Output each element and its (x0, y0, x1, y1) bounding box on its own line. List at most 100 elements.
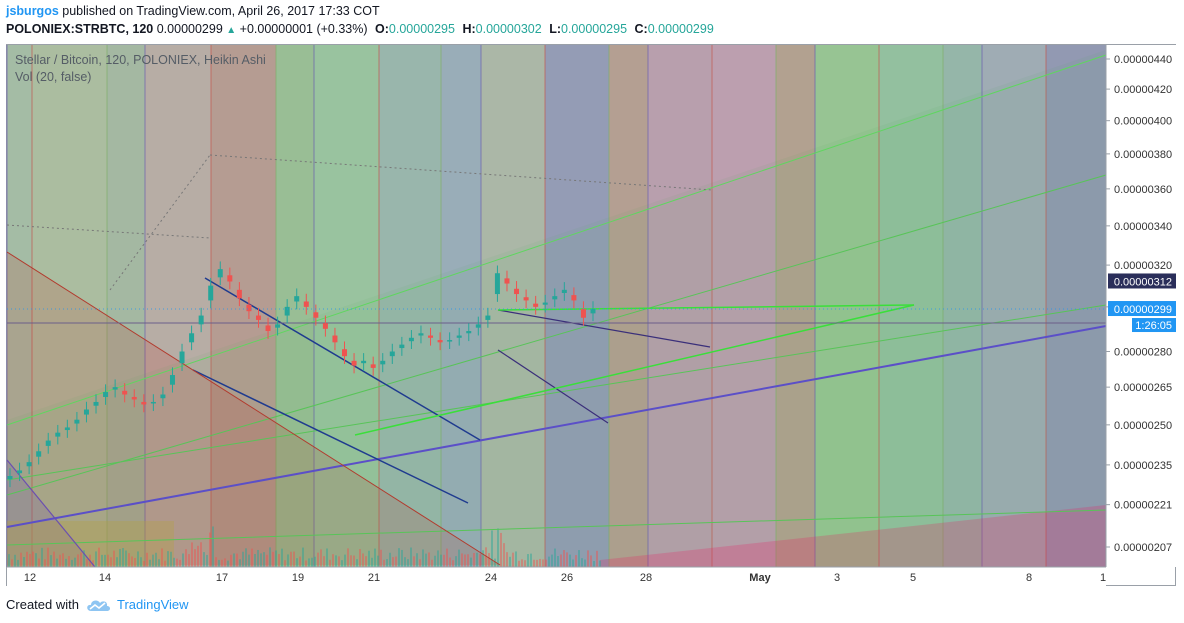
candle-body (93, 401, 99, 406)
volume-bar (374, 548, 376, 567)
volume-bar (194, 549, 196, 567)
time-band (107, 45, 145, 567)
volume-bar (299, 556, 301, 567)
volume-bar (512, 552, 514, 567)
volume-bar (302, 547, 304, 567)
trend-line (6, 304, 1107, 481)
volume-bar (473, 553, 475, 567)
volume-bar (233, 553, 235, 567)
candle-body (217, 269, 223, 278)
last-price: 0.00000299 (156, 22, 223, 36)
candle-body (141, 401, 147, 405)
volume-bar (368, 550, 370, 567)
volume-bar (440, 554, 442, 567)
volume-bar (296, 558, 298, 567)
candle-body (160, 394, 166, 399)
volume-bar (56, 558, 58, 567)
price-change: +0.00000001 (+0.33%) (239, 22, 368, 36)
low-label: L: (549, 22, 561, 36)
volume-bar (326, 548, 328, 567)
time-tick-label: 5 (910, 572, 916, 584)
open-value: 0.00000295 (388, 22, 455, 36)
green-zone-shading (7, 50, 1106, 567)
time-tick-label: May (749, 572, 771, 584)
volume-bar (518, 560, 520, 567)
candle-body (246, 304, 252, 312)
time-tick-label: 28 (640, 572, 652, 584)
volume-bar (347, 548, 349, 567)
volume-bar (245, 548, 247, 567)
candle-body (571, 295, 577, 301)
candle-body (7, 476, 13, 480)
volume-bar (395, 556, 397, 567)
candle-body (552, 296, 558, 300)
volume-bar (221, 559, 223, 567)
volume-bar (554, 548, 556, 567)
price-tick-label: 0.00000221 (1114, 500, 1172, 512)
candle-body (313, 312, 319, 318)
volume-bar (11, 559, 13, 567)
candle-body (408, 337, 414, 342)
time-band-layer (6, 45, 1106, 567)
volume-bar (524, 560, 526, 567)
volume-bar (224, 558, 226, 567)
high-value: 0.00000302 (475, 22, 542, 36)
volume-bar (272, 551, 274, 567)
candle-body (437, 340, 443, 343)
volume-bar (257, 549, 259, 567)
volume-bar (356, 559, 358, 567)
candle-body (351, 360, 357, 366)
volume-bar (290, 551, 292, 567)
volume-bar (113, 550, 115, 567)
volume-bar (587, 550, 589, 567)
volume-bar (170, 551, 172, 567)
time-band (1046, 45, 1106, 567)
volume-bar (371, 557, 373, 567)
time-scale-background (7, 567, 1106, 586)
volume-bar (41, 547, 43, 567)
volume-bar (230, 554, 232, 567)
trend-line (192, 369, 469, 504)
candle-body (533, 303, 539, 307)
author-name[interactable]: jsburgos (6, 4, 59, 18)
price-tick-label: 0.00000380 (1114, 149, 1172, 161)
dotted-guide-line (109, 154, 211, 291)
candle-body (17, 470, 23, 474)
volume-bar (188, 554, 190, 567)
tradingview-brand-link[interactable]: TradingView (116, 597, 189, 612)
volume-bar (428, 552, 430, 567)
volume-bar (467, 554, 469, 567)
candle-body (399, 344, 405, 349)
volume-bar (14, 554, 16, 567)
volume-bar (527, 554, 529, 567)
volume-bar (488, 553, 490, 567)
volume-bar (62, 553, 64, 567)
volume-bar (551, 554, 553, 567)
volume-bar (500, 532, 502, 567)
volume-bar (482, 550, 484, 567)
volume-bar (329, 559, 331, 567)
volume-bar (560, 554, 562, 567)
volume-bar (59, 554, 61, 567)
volume-bar (203, 552, 205, 567)
volume-bar (161, 548, 163, 567)
volume-bar (95, 551, 97, 567)
volume-bar (383, 559, 385, 567)
time-tick-label: 14 (99, 572, 111, 584)
volume-bar (344, 554, 346, 567)
time-band (441, 45, 481, 567)
volume-bar (335, 555, 337, 567)
volume-bar (566, 552, 568, 567)
ohlc-header: POLONIEX:STRBTC, 120 0.00000299 ▲ +0.000… (6, 22, 714, 38)
volume-bar (17, 559, 19, 567)
candle-body (198, 315, 204, 325)
volume-bar (446, 548, 448, 567)
price-badges: 0.00000312 0.00000299 1:26:05 (7, 273, 1176, 333)
volume-bar (305, 560, 307, 567)
volume-bar (275, 550, 277, 567)
legend-title: Stellar / Bitcoin, 120, POLONIEX, Heikin… (15, 53, 266, 67)
volume-bar (575, 555, 577, 567)
price-tick-label: 0.00000340 (1114, 221, 1172, 233)
volume-bar (458, 549, 460, 567)
